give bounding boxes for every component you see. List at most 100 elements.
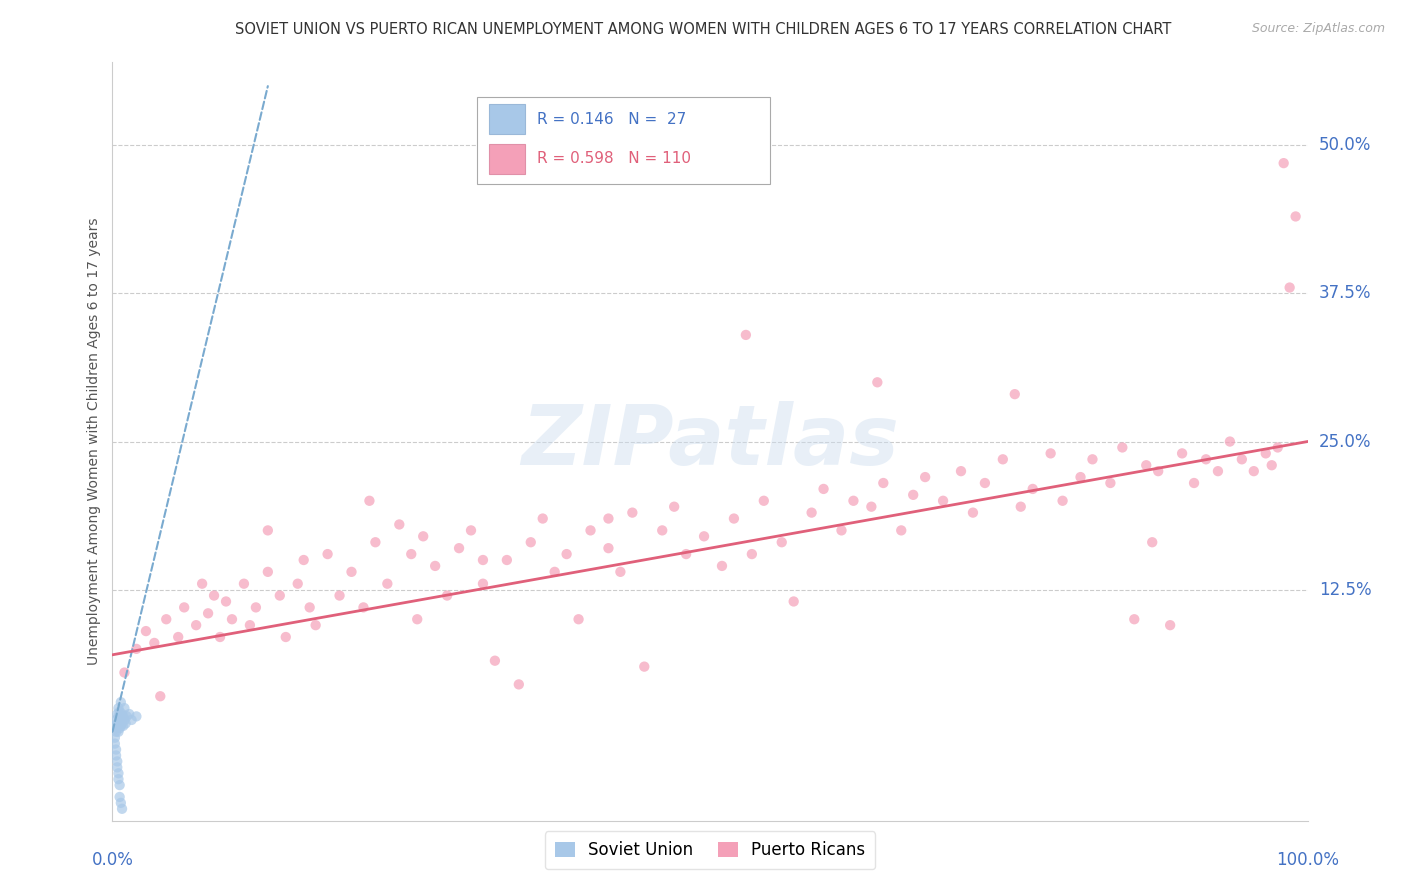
Point	[167, 630, 190, 644]
Point	[651, 524, 673, 538]
Point	[110, 719, 132, 733]
Point	[105, 716, 128, 731]
Point	[155, 612, 177, 626]
Point	[118, 706, 141, 721]
Point	[460, 524, 482, 538]
Point	[872, 475, 894, 490]
Point	[112, 719, 135, 733]
Point	[110, 695, 132, 709]
Point	[693, 529, 716, 543]
Point	[107, 724, 129, 739]
Point	[496, 553, 519, 567]
Point	[1182, 475, 1205, 490]
Text: 37.5%: 37.5%	[1319, 285, 1371, 302]
Point	[752, 493, 775, 508]
Point	[903, 488, 925, 502]
Point	[135, 624, 157, 639]
Text: 12.5%: 12.5%	[1319, 581, 1371, 599]
Point	[111, 716, 134, 731]
Point	[107, 701, 129, 715]
Point	[1022, 482, 1045, 496]
Point	[108, 778, 131, 792]
Point	[1099, 475, 1122, 490]
Point	[723, 511, 745, 525]
Point	[664, 500, 686, 514]
Point	[741, 547, 763, 561]
Point	[292, 553, 315, 567]
Point	[436, 589, 458, 603]
Legend: Soviet Union, Puerto Ricans: Soviet Union, Puerto Ricans	[544, 831, 876, 869]
Point	[412, 529, 434, 543]
Point	[359, 493, 381, 508]
Point	[950, 464, 973, 478]
Point	[1171, 446, 1194, 460]
Text: SOVIET UNION VS PUERTO RICAN UNEMPLOYMENT AMONG WOMEN WITH CHILDREN AGES 6 TO 17: SOVIET UNION VS PUERTO RICAN UNEMPLOYMEN…	[235, 22, 1171, 37]
Text: 100.0%: 100.0%	[1277, 851, 1339, 869]
Point	[114, 701, 135, 715]
Point	[447, 541, 470, 556]
Point	[1147, 464, 1170, 478]
Point	[186, 618, 208, 632]
Point	[520, 535, 543, 549]
Point	[215, 594, 238, 608]
Bar	[489, 144, 524, 174]
Point	[121, 713, 143, 727]
Point	[531, 511, 554, 525]
Point	[105, 755, 128, 769]
Point	[484, 654, 506, 668]
Point	[108, 789, 131, 804]
Point	[107, 709, 129, 723]
Point	[991, 452, 1014, 467]
Y-axis label: Unemployment Among Women with Children Ages 6 to 17 years: Unemployment Among Women with Children A…	[87, 218, 101, 665]
Point	[114, 716, 136, 731]
Point	[813, 482, 835, 496]
Point	[860, 500, 883, 514]
Point	[1052, 493, 1074, 508]
Point	[112, 709, 135, 723]
Point	[114, 665, 135, 680]
Point	[388, 517, 411, 532]
Point	[105, 742, 128, 756]
Point	[111, 802, 134, 816]
Point	[105, 706, 128, 721]
Text: Source: ZipAtlas.com: Source: ZipAtlas.com	[1251, 22, 1385, 36]
Point	[1135, 458, 1157, 473]
Point	[735, 327, 758, 342]
Text: R = 0.146   N =  27: R = 0.146 N = 27	[537, 112, 686, 127]
Point	[1285, 210, 1308, 224]
Point	[598, 511, 620, 525]
Point	[287, 576, 309, 591]
Point	[782, 594, 804, 608]
Point	[1142, 535, 1164, 549]
Point	[1004, 387, 1026, 401]
Point	[621, 506, 644, 520]
Point	[316, 547, 339, 561]
Point	[233, 576, 256, 591]
Point	[202, 589, 225, 603]
Point	[298, 600, 321, 615]
Point	[257, 524, 280, 538]
Point	[352, 600, 374, 615]
Point	[1272, 156, 1295, 170]
Point	[974, 475, 997, 490]
Point	[1278, 280, 1301, 294]
Text: ZIPatlas: ZIPatlas	[522, 401, 898, 482]
Point	[114, 713, 135, 727]
Point	[105, 760, 128, 774]
Point	[105, 721, 128, 735]
Point	[842, 493, 865, 508]
Point	[711, 558, 734, 573]
Point	[1254, 446, 1277, 460]
Point	[239, 618, 262, 632]
Point	[1010, 500, 1032, 514]
Point	[890, 524, 912, 538]
Point	[125, 641, 148, 656]
Point	[555, 547, 578, 561]
Point	[508, 677, 530, 691]
Point	[914, 470, 936, 484]
Point	[1159, 618, 1181, 632]
Point	[107, 772, 129, 787]
Point	[1111, 441, 1133, 455]
Point	[579, 524, 602, 538]
Point	[104, 731, 127, 745]
